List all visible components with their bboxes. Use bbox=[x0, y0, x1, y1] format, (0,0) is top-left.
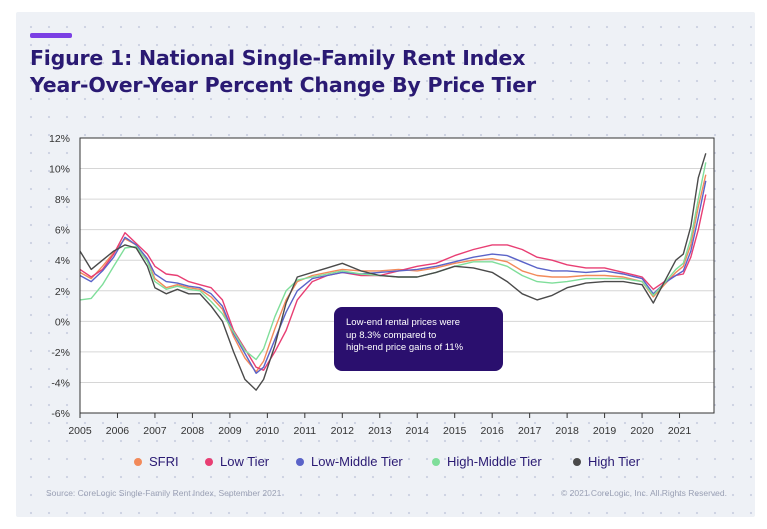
legend-swatch bbox=[134, 457, 142, 466]
series-line-high-tier bbox=[79, 153, 707, 391]
x-tick-label: 2018 bbox=[555, 425, 579, 437]
chart-title: Figure 1: National Single-Family Rent In… bbox=[30, 45, 536, 99]
series-line-high-middle-tier bbox=[79, 162, 707, 361]
source-note: Source: CoreLogic Single-Family Rent Ind… bbox=[46, 488, 282, 498]
legend-label: High-Middle Tier bbox=[447, 454, 542, 469]
y-tick-label: -4% bbox=[51, 377, 70, 389]
annotation-callout: Low-end rental prices were up 8.3% compa… bbox=[334, 307, 503, 371]
series-line-sfri bbox=[79, 174, 707, 373]
accent-bar bbox=[30, 33, 72, 38]
legend-swatch bbox=[573, 457, 581, 466]
series-line-low-tier bbox=[79, 194, 707, 371]
x-tick-label: 2017 bbox=[518, 425, 542, 437]
y-tick-label: 10% bbox=[49, 164, 70, 176]
x-tick-label: 2007 bbox=[143, 425, 167, 437]
series-line-low-middle-tier bbox=[79, 180, 707, 374]
series-lines bbox=[79, 153, 707, 391]
chart-title-line2: Year-Over-Year Percent Change By Price T… bbox=[30, 73, 536, 97]
x-tick-label: 2008 bbox=[181, 425, 205, 437]
annotation-line3: high-end price gains of 11% bbox=[346, 342, 464, 353]
y-tick-label: -6% bbox=[51, 408, 70, 420]
chart-title-line1: Figure 1: National Single-Family Rent In… bbox=[30, 46, 526, 70]
x-tick-label: 2006 bbox=[106, 425, 130, 437]
x-tick-label: 2016 bbox=[480, 425, 504, 437]
legend-item: High-Middle Tier bbox=[432, 454, 542, 469]
legend-item: Low-Middle Tier bbox=[296, 454, 403, 469]
annotation-line2: up 8.3% compared to bbox=[346, 329, 437, 341]
y-tick-label: 4% bbox=[55, 255, 70, 267]
legend-item: High Tier bbox=[573, 454, 640, 469]
y-tick-label: 2% bbox=[55, 286, 70, 298]
x-tick-label: 2021 bbox=[668, 425, 692, 437]
legend-swatch bbox=[432, 457, 440, 466]
chart-legend: SFRI Low Tier Low-Middle Tier High-Middle T… bbox=[0, 454, 767, 472]
legend-item: SFRI bbox=[134, 454, 179, 469]
x-tick-label: 2019 bbox=[593, 425, 617, 437]
x-tick-label: 2013 bbox=[368, 425, 392, 437]
y-tick-label: -2% bbox=[51, 347, 70, 359]
x-tick-label: 2015 bbox=[443, 425, 467, 437]
legend-label: Low Tier bbox=[220, 454, 270, 469]
x-tick-label: 2020 bbox=[630, 425, 654, 437]
y-tick-label: 0% bbox=[55, 316, 70, 328]
legend-label: SFRI bbox=[149, 454, 179, 469]
legend-swatch bbox=[296, 457, 304, 466]
x-tick-label: 2005 bbox=[68, 425, 92, 437]
x-tick-label: 2009 bbox=[218, 425, 242, 437]
y-tick-label: 12% bbox=[49, 133, 70, 145]
x-axis-ticks: 2005 2006 2007 2008 2009 2010 2011 2012 2013 2014… bbox=[68, 413, 691, 437]
copyright-note: © 2021 CoreLogic, Inc. All Rights Reserv… bbox=[561, 488, 727, 498]
x-tick-label: 2014 bbox=[406, 425, 430, 437]
x-tick-label: 2012 bbox=[331, 425, 355, 437]
legend-swatch bbox=[205, 457, 213, 466]
x-tick-label: 2010 bbox=[256, 425, 280, 437]
y-axis-ticks: 12% 10% 8% 6% 4% 2% 0% -2% -4% -6% bbox=[49, 133, 70, 420]
y-tick-label: 8% bbox=[55, 194, 70, 206]
plot-frame bbox=[79, 137, 715, 414]
legend-label: Low-Middle Tier bbox=[311, 454, 403, 469]
y-tick-label: 6% bbox=[55, 225, 70, 237]
legend-label: High Tier bbox=[588, 454, 641, 469]
x-tick-label: 2011 bbox=[294, 425, 317, 437]
annotation-line1: Low-end rental prices were bbox=[346, 317, 461, 328]
legend-item: Low Tier bbox=[205, 454, 269, 469]
